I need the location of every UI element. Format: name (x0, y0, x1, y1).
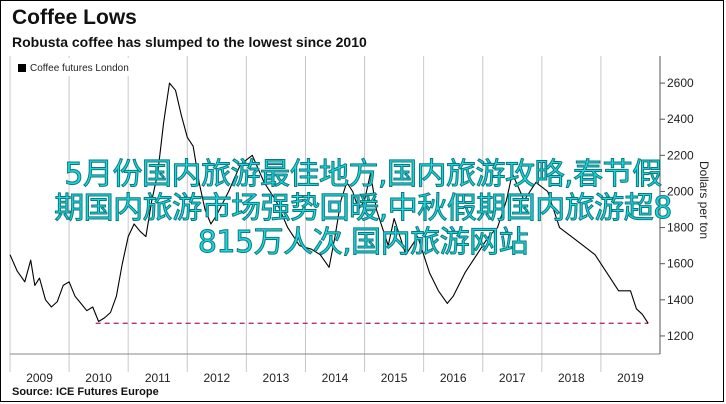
overlay-line-3: 815万人次,国内旅游网站 (197, 225, 529, 260)
x-tick-label: 2018 (558, 371, 585, 385)
x-tick-label: 2015 (381, 371, 408, 385)
x-tick-label: 2014 (322, 371, 349, 385)
watermark-overlay-text: 5月份国内旅游最佳地方,国内旅游攻略,春节假 期国内旅游市场强势回暖,中秋假期国… (0, 157, 726, 260)
y-tick-label: 2200 (667, 148, 694, 162)
overlay-line-1: 5月份国内旅游最佳地方,国内旅游攻略,春节假 (64, 157, 663, 192)
y-tick-label: 1600 (667, 257, 694, 271)
y-axis-title: Dollars per ton (697, 161, 711, 239)
series-line (9, 82, 649, 324)
x-tick-label: 2016 (440, 371, 467, 385)
x-tick-label: 2009 (26, 371, 53, 385)
x-tick-label: 2019 (617, 371, 644, 385)
y-tick-label: 1200 (667, 329, 694, 343)
x-tick-label: 2012 (203, 371, 230, 385)
chart-title: Coffee Lows (12, 6, 137, 29)
x-tick-label: 2011 (145, 371, 171, 385)
overlay-line-2: 期国内旅游市场强势回暖,中秋假期国内旅游超8 (54, 191, 673, 226)
y-tick-label: 1400 (667, 293, 694, 307)
legend-swatch (18, 64, 26, 72)
chart-subtitle: Robusta coffee has slumped to the lowest… (12, 34, 367, 50)
y-tick-label: 2000 (667, 184, 694, 198)
legend-label: Coffee futures London (30, 63, 129, 74)
x-tick-label: 2010 (85, 371, 112, 385)
x-tick-label: 2017 (499, 371, 526, 385)
x-tick-label: 2013 (263, 371, 290, 385)
y-tick-label: 2400 (667, 112, 694, 126)
legend-box (14, 58, 144, 76)
y-tick-label: 2600 (667, 76, 694, 90)
source-note: Source: ICE Futures Europe (12, 386, 159, 398)
y-tick-label: 1800 (667, 221, 694, 235)
